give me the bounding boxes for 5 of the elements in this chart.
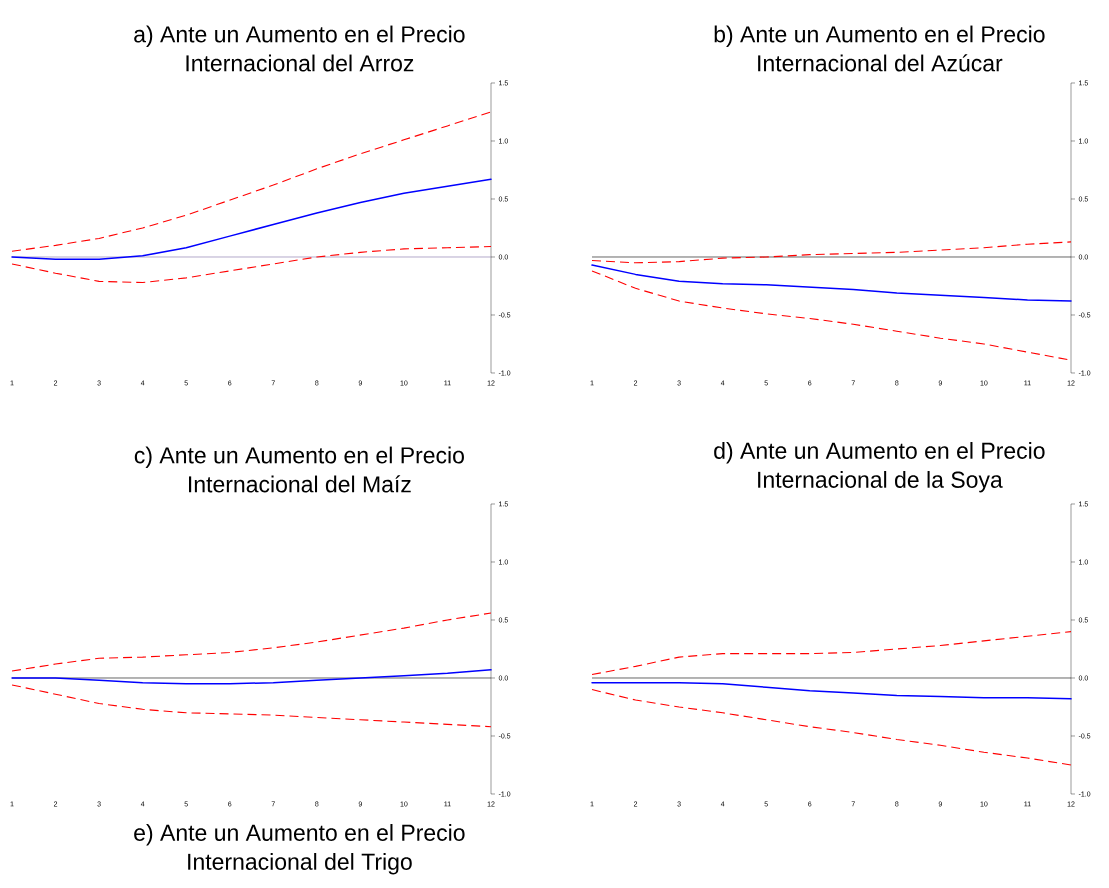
chart-title: a) Ante un Aumento en el Precio Internacional del Arroz [134, 25, 465, 72]
text: e) Ante un Aumento en el Precio Internacional del Trigo [134, 824, 465, 875]
chart-title: b) Ante un Aumento en el Precio Internacional del Azúcar [714, 25, 1045, 72]
chart-title: c) Ante un Aumento en el Precio Internacional del Maíz [134, 446, 464, 493]
chart-title: d) Ante un Aumento en el Precio Internacional de la Soya [714, 442, 1045, 493]
